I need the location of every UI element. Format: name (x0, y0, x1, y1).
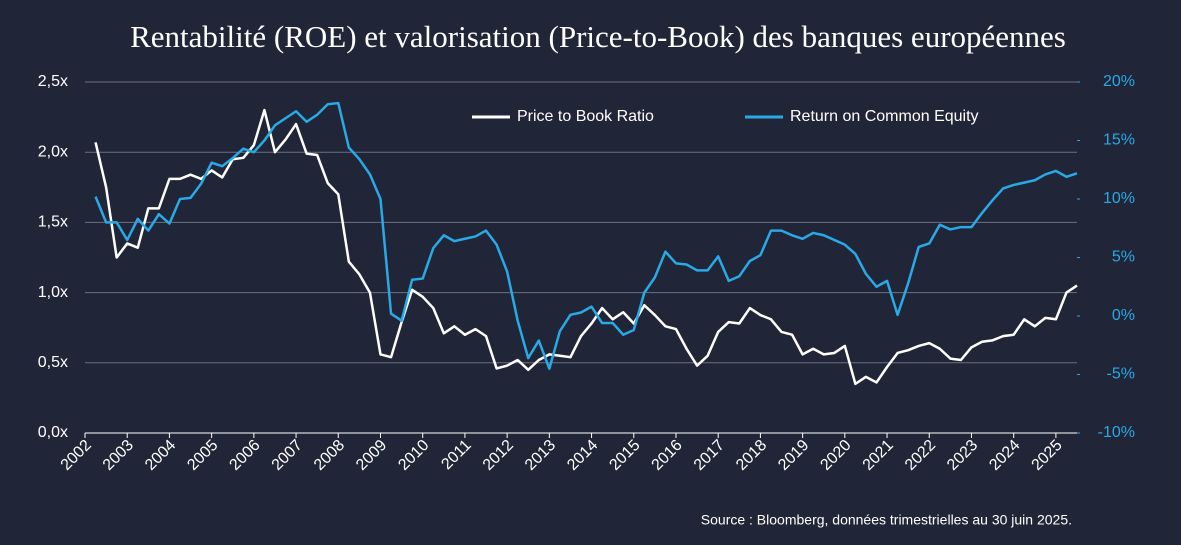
y2-tick-label: -10% (1098, 424, 1135, 441)
y2-tick-label: 20% (1103, 73, 1135, 90)
series-line (94, 108, 1078, 386)
x-tick-label: 2013 (522, 437, 559, 474)
y-tick-label: 0,5x (38, 354, 68, 371)
x-tick-label: 2008 (311, 437, 348, 474)
y-tick-label: 2,5x (38, 73, 68, 90)
x-tick-label: 2007 (269, 437, 306, 474)
x-tick-label: 2017 (691, 437, 728, 474)
y2-tick-label: 0% (1112, 307, 1135, 324)
x-tick-label: 2024 (986, 437, 1023, 474)
source-note: Source : Bloomberg, données trimestriell… (701, 512, 1072, 528)
x-tick-label: 2006 (226, 437, 263, 474)
series-line (94, 101, 1078, 370)
x-tick-label: 2012 (480, 437, 517, 474)
x-tick-label: 2016 (649, 437, 686, 474)
y-tick-label: 0,0x (38, 424, 68, 441)
x-tick-label: 2015 (606, 437, 643, 474)
y2-tick-label: 10% (1103, 190, 1135, 207)
x-tick-label: 2019 (775, 437, 812, 474)
x-tick-label: 2018 (733, 437, 770, 474)
x-tick-label: 2005 (184, 437, 221, 474)
y2-tick-label: -5% (1107, 366, 1135, 383)
x-tick-label: 2023 (944, 437, 981, 474)
x-tick-label: 2014 (564, 437, 601, 474)
x-tick-label: 2021 (860, 437, 897, 474)
x-tick-label: 2011 (438, 437, 474, 473)
x-tick-label: 2010 (395, 437, 432, 474)
x-tick-label: 2004 (142, 437, 179, 474)
y-tick-label: 2,0x (38, 143, 68, 160)
legend-label: Return on Common Equity (790, 108, 979, 125)
y-tick-label: 1,5x (38, 214, 68, 231)
legend-label: Price to Book Ratio (517, 108, 654, 125)
y2-tick-label: 15% (1103, 132, 1135, 149)
x-tick-label: 2009 (353, 437, 390, 474)
chart-title: Rentabilité (ROE) et valorisation (Price… (130, 19, 1066, 54)
x-tick-label: 2002 (58, 437, 95, 474)
x-tick-label: 2025 (1029, 437, 1066, 474)
x-tick-label: 2022 (902, 437, 939, 474)
x-tick-label: 2020 (817, 437, 854, 474)
y-tick-label: 1,0x (38, 284, 68, 301)
x-tick-label: 2003 (100, 437, 137, 474)
y2-tick-label: 5% (1112, 249, 1135, 266)
